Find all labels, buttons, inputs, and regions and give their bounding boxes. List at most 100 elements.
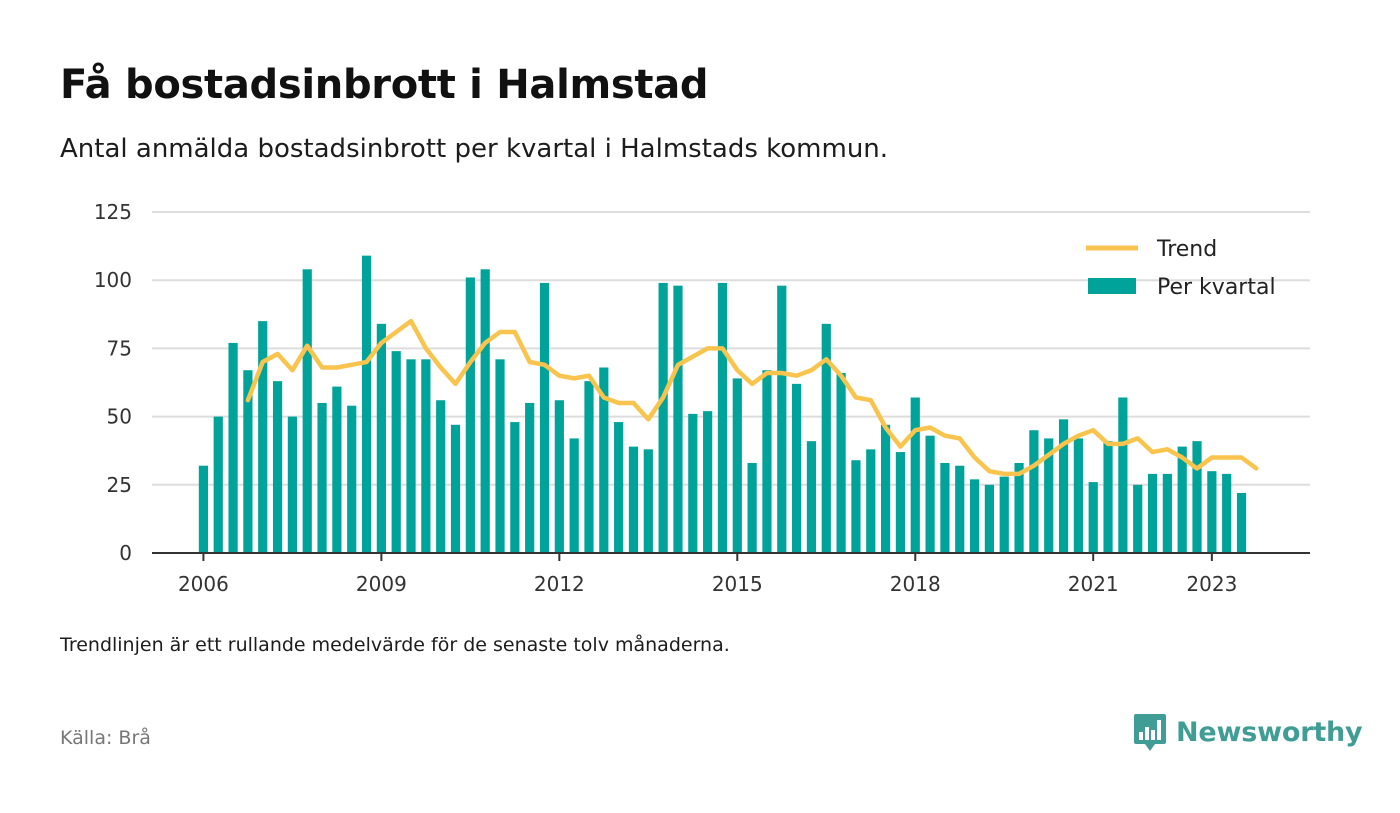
bar xyxy=(732,378,742,553)
bar xyxy=(762,370,772,553)
x-tick-label: 2009 xyxy=(356,572,407,596)
bar xyxy=(539,282,550,553)
bar xyxy=(851,460,861,553)
bar xyxy=(599,367,609,553)
bar xyxy=(465,277,475,553)
bar xyxy=(332,386,342,553)
bar xyxy=(866,449,876,553)
brand-name: Newsworthy xyxy=(1176,716,1363,748)
bar xyxy=(910,397,920,553)
bar xyxy=(614,422,624,553)
bar xyxy=(1162,473,1172,553)
x-tick-label: 2006 xyxy=(178,572,229,596)
bar xyxy=(272,381,283,553)
bar xyxy=(1073,438,1083,553)
bar xyxy=(361,255,372,553)
bar xyxy=(1147,473,1158,553)
x-axis-ticks: 2006 2009 2012 2015 2018 2021 2023 xyxy=(178,553,1237,596)
bar xyxy=(999,476,1009,553)
x-tick-label: 2021 xyxy=(1068,572,1119,596)
bar xyxy=(569,438,579,553)
bar xyxy=(1236,492,1247,553)
bar xyxy=(258,321,268,553)
bar xyxy=(1177,446,1187,553)
bar xyxy=(554,400,564,553)
bar xyxy=(836,372,846,553)
bar xyxy=(658,282,668,553)
legend: Trend Per kvartal xyxy=(1086,237,1276,300)
bar xyxy=(717,282,728,553)
bar xyxy=(1192,441,1202,553)
bar xyxy=(688,413,698,553)
x-tick-label: 2012 xyxy=(534,572,585,596)
bar xyxy=(969,479,980,553)
bar xyxy=(1044,438,1054,553)
bar xyxy=(480,269,490,553)
bar-chart-logo-icon xyxy=(1134,714,1166,751)
legend-bar-swatch xyxy=(1088,278,1136,294)
y-tick-label: 25 xyxy=(107,473,132,497)
bar xyxy=(673,285,683,553)
y-axis-ticks: 0 25 50 75 100 125 xyxy=(94,200,132,565)
chart-title: Få bostadsinbrott i Halmstad xyxy=(60,62,709,108)
bar xyxy=(228,342,238,553)
legend-bar-label: Per kvartal xyxy=(1157,275,1276,300)
bar-series xyxy=(198,255,1247,553)
bar xyxy=(421,359,431,553)
bar xyxy=(1014,462,1024,553)
trend-series xyxy=(245,318,1259,477)
bar xyxy=(1029,430,1039,553)
bar xyxy=(703,411,713,553)
bar xyxy=(510,422,520,553)
y-tick-label: 0 xyxy=(119,541,132,565)
bar xyxy=(495,359,505,553)
footnote: Trendlinjen är ett rullande medelvärde f… xyxy=(60,634,730,656)
bar xyxy=(1103,441,1113,553)
y-tick-label: 100 xyxy=(94,268,132,292)
bar xyxy=(1207,471,1217,553)
bar xyxy=(317,402,327,553)
x-tick-label: 2015 xyxy=(712,572,763,596)
bar xyxy=(213,416,223,553)
bar xyxy=(895,452,906,553)
bar xyxy=(1058,419,1069,553)
bar xyxy=(198,465,209,553)
x-tick-label: 2023 xyxy=(1186,572,1237,596)
bar xyxy=(1133,484,1143,553)
bar xyxy=(628,446,639,553)
bar xyxy=(287,416,297,553)
bar xyxy=(940,462,950,553)
bar xyxy=(925,435,935,553)
bar xyxy=(984,484,995,553)
y-tick-label: 125 xyxy=(94,200,132,224)
bar xyxy=(347,405,357,553)
chart-subtitle: Antal anmälda bostadsinbrott per kvartal… xyxy=(60,134,889,164)
bar xyxy=(806,441,817,553)
y-tick-label: 50 xyxy=(107,405,132,429)
bar xyxy=(747,462,757,553)
bar xyxy=(406,359,416,553)
bar xyxy=(376,323,386,553)
newsworthy-logo: Newsworthy xyxy=(1133,712,1363,752)
bar xyxy=(584,381,594,553)
bar xyxy=(525,402,535,553)
bar xyxy=(643,449,653,553)
bar xyxy=(436,400,446,553)
source-text: Källa: Brå xyxy=(60,727,151,749)
bar xyxy=(243,370,253,553)
bar xyxy=(1088,482,1098,553)
y-tick-label: 75 xyxy=(107,336,132,360)
bar xyxy=(777,285,787,553)
bar xyxy=(821,323,831,553)
trend-line xyxy=(245,318,1259,477)
bar xyxy=(955,465,965,553)
bar xyxy=(1118,397,1128,553)
bar xyxy=(792,383,802,553)
bar xyxy=(391,351,401,553)
bar xyxy=(880,424,891,553)
bar xyxy=(450,424,461,553)
legend-trend-label: Trend xyxy=(1156,237,1217,262)
bar xyxy=(302,269,312,553)
bar xyxy=(1222,473,1232,553)
